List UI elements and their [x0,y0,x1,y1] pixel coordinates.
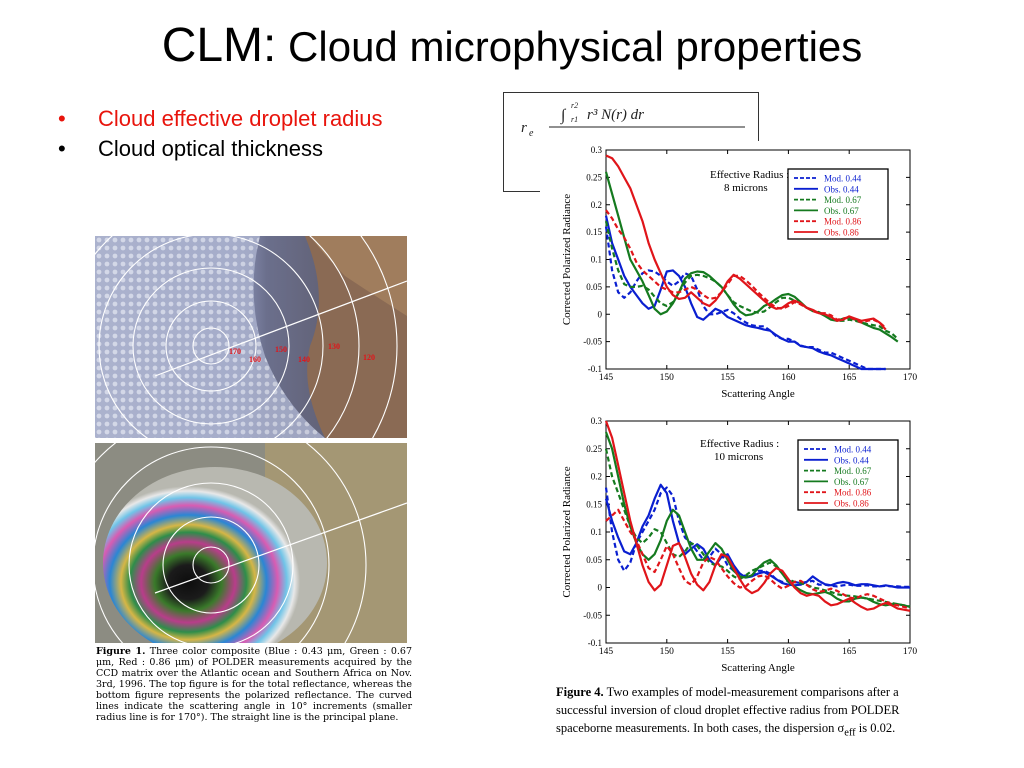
angle-label: 170 [229,347,241,356]
principal-plane-line [154,502,407,594]
series-line [604,448,911,608]
y-tick-label: -0.1 [588,364,602,374]
y-axis-label: Corrected Polarized Radiance [561,466,573,597]
series-line [604,486,910,588]
bullet-item: Cloud optical thickness [58,134,383,164]
series-line [604,226,886,371]
series-line [605,154,887,331]
effective-radius-formula: r e ∫ r2 r1 r³ N(r) dr [521,101,745,139]
legend-box [787,168,889,240]
cloud-field [95,236,325,438]
y-tick-label: -0.05 [583,610,602,620]
x-axis-label: Scattering Angle [721,388,795,400]
y-tick-label: 0.25 [586,172,602,182]
angle-label: 140 [298,355,310,364]
y-tick-label: 0.05 [586,555,602,565]
formula-subscript: e [529,128,534,139]
figure4-label: Figure 4. [556,685,604,699]
formula-upper-limit: r2 [571,101,578,110]
polarized-reflectance-image [95,443,407,643]
series-line [604,483,910,589]
title-main: Cloud microphysical properties [276,23,863,70]
land-highlight [310,236,407,316]
series-line [604,220,899,340]
figure4-caption-text: Two examples of model-measurement compar… [556,685,900,735]
legend-entry: Mod. 0.86 [834,488,872,498]
figure1-caption-text: Three color composite (Blue : 0.43 μm, G… [96,646,412,723]
x-tick-label: 170 [903,373,918,383]
bullet-item: Cloud effective droplet radius [58,104,383,134]
effective-radius-annotation: Effective Radius : [710,169,789,181]
x-tick-label: 150 [660,373,675,383]
legend-entry: Obs. 0.44 [824,184,859,194]
y-tick-label: 0.1 [591,255,602,265]
legend-entry: Mod. 0.44 [834,445,872,455]
principal-plane-line [154,280,407,377]
figure1-caption: Figure 1. Three color composite (Blue : … [96,646,412,723]
x-tick-label: 160 [781,373,796,383]
y-tick-label: 0 [598,583,603,593]
angle-label: 150 [275,345,287,354]
y-tick-label: 0.2 [591,472,602,482]
x-tick-label: 145 [599,647,614,657]
y-tick-label: 0.3 [591,416,603,426]
legend-entry: Obs. 0.44 [834,455,869,465]
scattering-angle-circles [95,443,367,643]
legend-entry: Mod. 0.44 [824,174,862,184]
y-tick-label: 0.05 [586,282,602,292]
legend-box [797,439,899,511]
legend-entry: Mod. 0.86 [824,217,862,227]
y-tick-label: 0.15 [586,227,602,237]
legend-entry: Obs. 0.86 [824,228,859,238]
x-tick-label: 150 [660,647,675,657]
x-tick-label: 165 [842,647,857,657]
y-tick-label: 0.15 [586,499,602,509]
legend-entry: Mod. 0.67 [824,195,862,205]
bullet-list: Cloud effective droplet radius Cloud opt… [58,104,383,164]
y-tick-label: -0.1 [588,638,602,648]
effective-radius-annotation: Effective Radius : [700,438,779,450]
slide-title: CLM: Cloud microphysical properties [0,18,1024,73]
formula-integrand: r³ N(r) dr [587,107,644,123]
legend-entry: Obs. 0.67 [834,477,869,487]
y-tick-label: 0.3 [591,145,603,155]
x-axis-label: Scattering Angle [721,662,795,674]
angle-label: 160 [249,355,261,364]
scattering-angle-circles [95,236,398,438]
legend-entry: Obs. 0.86 [834,499,869,509]
series-line [604,420,911,612]
figure1-label: Figure 1. [96,646,146,657]
angle-label: 130 [328,342,340,351]
y-tick-label: 0.2 [591,200,602,210]
x-tick-label: 145 [599,373,614,383]
legend-entry: Obs. 0.67 [824,206,859,216]
x-tick-label: 165 [842,373,857,383]
x-tick-label: 160 [781,647,796,657]
x-tick-label: 170 [903,647,918,657]
title-prefix: CLM: [161,19,277,72]
y-tick-label: 0 [598,309,603,319]
glory-rainbow-pattern [103,467,327,643]
y-tick-label: 0.25 [586,444,602,454]
effective-radius-annotation: 10 microns [714,451,763,463]
y-tick-label: -0.05 [583,337,602,347]
figure4-caption-end: is 0.02. [855,721,896,735]
figure4-caption-sub: eff [844,727,856,739]
y-axis-label: Corrected Polarized Radiance [561,194,573,325]
x-tick-label: 155 [720,647,735,657]
figure4-caption: Figure 4. Two examples of model-measurem… [556,683,936,743]
x-tick-label: 155 [720,373,735,383]
y-tick-label: 0.1 [591,527,602,537]
total-reflectance-image: 170 160 150 140 130 120 [95,236,407,438]
formula-integral: ∫ [560,107,567,125]
series-line [605,508,911,610]
effective-radius-annotation: 8 microns [724,182,768,194]
legend-entry: Mod. 0.67 [834,466,872,476]
angle-labels: 170 160 150 140 130 120 [229,342,375,364]
formula-lhs: r [521,120,527,136]
angle-label: 120 [363,353,375,362]
formula-lower-limit: r1 [571,115,578,124]
